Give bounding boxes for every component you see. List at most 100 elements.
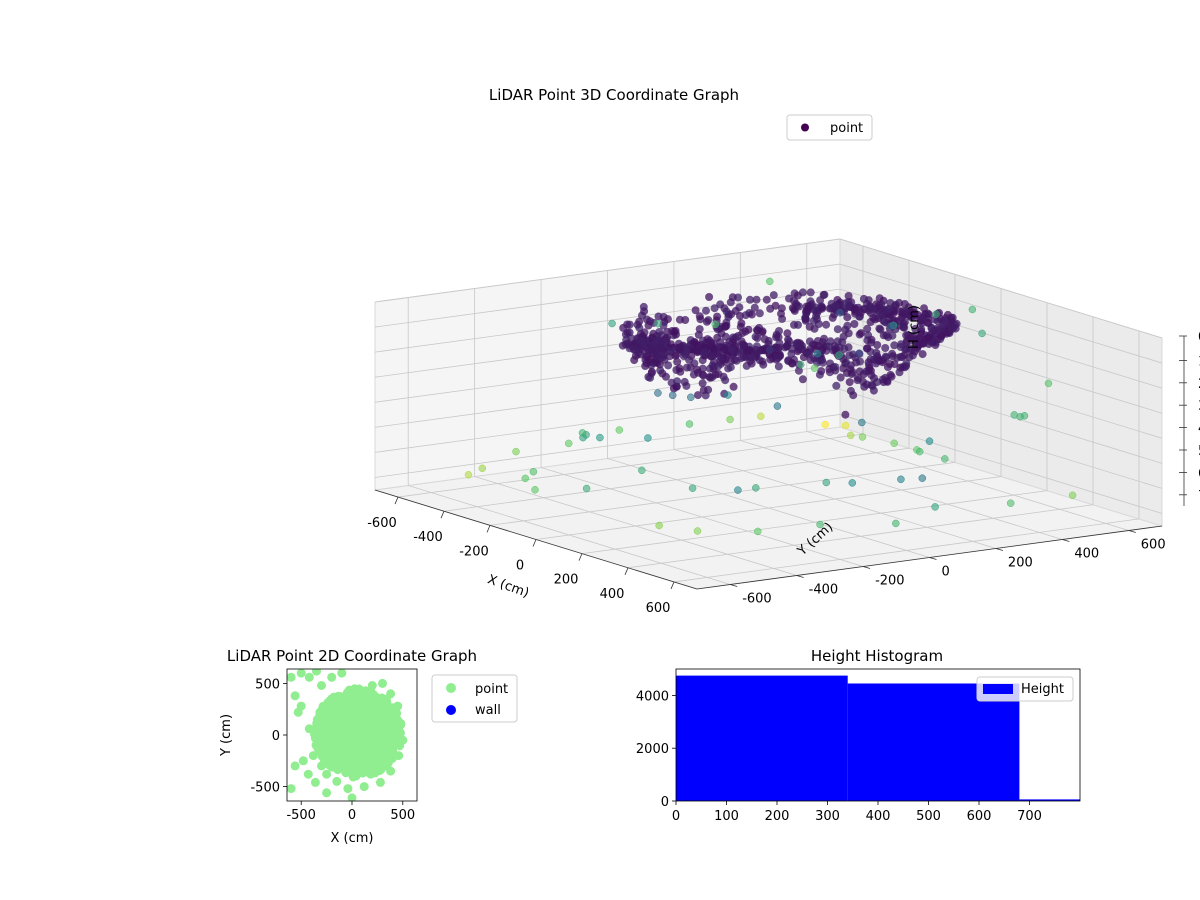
chart-3d-point [711,320,720,329]
chart-3d-point [804,302,813,311]
chart-2d-point [396,720,406,730]
chart-3d-x-tick [532,539,537,547]
chart-3d-point [855,306,863,315]
chart-3d-y-tick-label: 200 [1008,556,1033,571]
chart-2d-point [290,761,300,771]
chart-3d-point [721,376,730,385]
chart-3d-grid-x [489,274,956,526]
chart-2d-point [354,719,364,729]
chart-3d-point [932,310,940,318]
chart-3d-point [716,338,725,347]
chart-3d-x-tick [578,553,583,561]
chart-3d-point [816,296,825,305]
chart-2d-x-tick-label: 0 [348,808,356,823]
chart-2d-x-tick-label: 500 [390,808,415,823]
chart-3d-point [644,434,652,442]
histogram-legend-box [976,676,1074,702]
chart-3d-point [841,410,850,419]
chart-3d-point [702,306,710,315]
chart-3d-point [873,311,882,320]
chart-3d-point [464,471,473,479]
chart-3d-h-tick-label: 0 [1198,330,1200,345]
histogram-bars [676,675,1080,801]
chart-3d-y-tick-label: 400 [1074,547,1099,562]
histogram-y-tick-label: 4000 [636,689,669,704]
chart-3d-point [766,277,774,286]
chart-3d-point [676,344,685,353]
histogram-x-tick-label: 300 [815,809,840,824]
chart-3d-point [1006,499,1015,507]
chart-3d-y-tick-label: -200 [875,574,905,589]
chart-2d-point [360,725,370,735]
chart-3d-point [739,352,748,361]
chart-3d-x-tick [440,511,445,519]
chart-3d-x-tick [486,525,491,533]
chart-2d-ylabel: Y (cm) [219,714,234,757]
chart-3d-point [745,346,754,355]
chart-2d-point [367,681,377,690]
chart-3d-point [748,352,757,361]
chart-3d-title: LiDAR Point 3D Coordinate Graph [489,86,739,104]
chart-3d-point [693,527,702,535]
chart-2d-point [363,691,373,701]
chart-3d-point [830,310,839,319]
chart-3d-point [790,296,798,305]
chart-3d-point [640,307,649,316]
chart-3d-point [821,420,829,429]
chart-3d-point [696,315,705,324]
chart-3d-point [736,322,745,331]
chart-2d-point [339,734,349,744]
histogram-y-tick-label: 2000 [636,742,669,757]
histogram-x-tick-label: 100 [714,809,739,824]
chart-3d-x-tick-label: -200 [459,544,489,559]
chart-2d-point [303,769,313,779]
histogram-y-tick-label: 0 [661,795,669,810]
chart-3d-point [698,379,707,388]
chart-3d-x-tick [670,581,675,590]
chart-3d-point [512,447,520,456]
chart-3d-point [774,354,783,362]
chart-3d-point [886,370,895,379]
chart-3d-point [630,356,639,365]
chart-3d-point [914,341,923,349]
chart-2d-legend: point wall [431,674,518,723]
chart-2d-point [382,756,392,766]
chart-3d-point [915,447,924,456]
chart-3d-legend-label: point [830,121,863,136]
chart-3d-point [766,304,775,313]
chart-3d-h-tick-label: 200 [1198,377,1200,392]
chart-3d-point [838,338,847,347]
chart-3d-point [727,345,736,354]
chart-2d-point [386,766,396,776]
chart-3d-point [769,291,778,300]
histogram-ticks: 0 100 200 300 400 500 600 700 0 2000 4000 [636,689,1042,824]
chart-3d-point [875,294,884,303]
chart-3d-point [846,365,855,374]
chart-3d-point [790,320,798,329]
chart-3d-point [814,320,823,328]
chart-3d-point [752,484,760,492]
chart-3d-point [1010,411,1019,419]
chart-2d-point [317,761,326,771]
chart-3d-point [792,340,801,349]
chart-3d-point [650,348,659,357]
chart-3d-grid-y [407,297,731,585]
chart-3d-point [925,437,934,445]
chart-3d-point [726,363,735,372]
chart-3d-point [978,329,986,338]
chart-3d-point [706,373,715,382]
chart-2d-point [353,765,363,775]
chart-3d-point [531,486,539,494]
chart-3d-point [692,346,700,354]
chart-2d-legend-label-wall: wall [475,703,501,718]
chart-2d-point [321,742,331,752]
chart-3d-point [777,304,786,313]
chart-2d-point [371,711,381,721]
chart-3d-point [949,323,958,332]
chart-3d-point [721,322,729,331]
chart-3d-point [654,312,663,321]
chart-3d-y-tick [796,575,804,578]
chart-3d-point [930,326,938,335]
chart-3d-point [835,351,843,359]
histogram-x-tick-label: 600 [967,809,992,824]
